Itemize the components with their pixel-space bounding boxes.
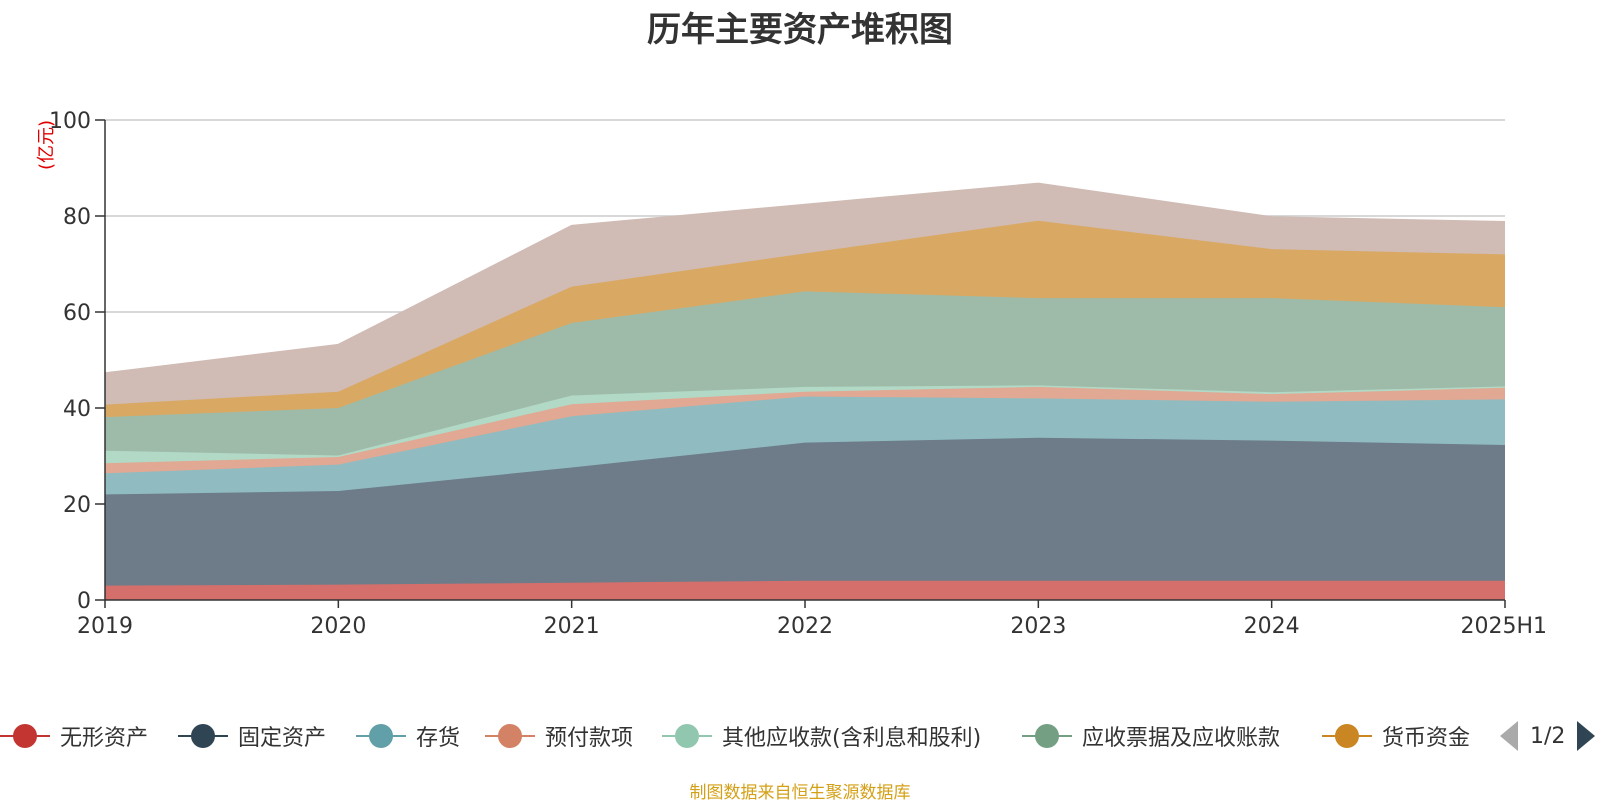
legend-label: 存货 bbox=[416, 726, 461, 751]
y-axis-unit-label: (亿元) bbox=[36, 120, 57, 170]
legend-label: 固定资产 bbox=[238, 726, 327, 751]
legend-marker-icon bbox=[1022, 716, 1072, 756]
legend-pager: 1/2 bbox=[1500, 716, 1596, 756]
legend-page-indicator: 1/2 bbox=[1530, 723, 1566, 749]
legend-item[interactable]: 存货 bbox=[356, 716, 460, 756]
legend-label: 其他应收款(含利息和股利) bbox=[722, 726, 982, 751]
legend-item[interactable]: 无形资产 bbox=[0, 716, 148, 756]
x-tick-label: 2021 bbox=[544, 614, 600, 639]
legend-item[interactable]: 固定资产 bbox=[178, 716, 326, 756]
x-tick-label: 2022 bbox=[777, 614, 833, 639]
legend-item[interactable]: 预付款项 bbox=[485, 716, 633, 756]
y-tick-label: 60 bbox=[63, 301, 91, 326]
area-series-4 bbox=[105, 385, 1505, 464]
x-tick-label: 2023 bbox=[1010, 614, 1066, 639]
legend: 1/2 无形资产 固定资产 存货 预付款项 其他应收款(含利息和股利) 应收票据及应收账款… bbox=[0, 716, 1600, 756]
legend-item[interactable]: 其他应收款(含利息和股利) bbox=[662, 716, 981, 756]
legend-marker-icon bbox=[662, 716, 712, 756]
legend-marker-icon bbox=[356, 716, 406, 756]
chart-title: 历年主要资产堆积图 bbox=[647, 10, 953, 50]
x-tick-label: 2024 bbox=[1244, 614, 1300, 639]
area-series-edge-7 bbox=[104, 182, 1506, 374]
x-tick-label: 2020 bbox=[310, 614, 366, 639]
legend-marker-icon bbox=[178, 716, 228, 756]
legend-marker-icon bbox=[485, 716, 535, 756]
source-note: 制图数据来自恒生聚源数据库 bbox=[689, 783, 911, 803]
area-series-7 bbox=[105, 183, 1505, 405]
legend-label: 货币资金 bbox=[1382, 726, 1471, 751]
y-tick-label: 20 bbox=[63, 493, 91, 518]
legend-prev-page-icon[interactable] bbox=[1500, 721, 1518, 751]
area-series-2 bbox=[105, 396, 1505, 495]
area-series-6 bbox=[105, 220, 1505, 418]
y-tick-label: 100 bbox=[49, 109, 91, 134]
x-tick-label: 2025H1 bbox=[1460, 614, 1547, 639]
legend-marker-icon bbox=[0, 716, 50, 756]
y-tick-label: 40 bbox=[63, 397, 91, 422]
legend-item[interactable]: 应收票据及应收账款 bbox=[1022, 716, 1280, 756]
legend-label: 无形资产 bbox=[60, 726, 149, 751]
x-tick-label: 2019 bbox=[77, 614, 133, 639]
legend-label: 预付款项 bbox=[545, 726, 634, 751]
area-series-5 bbox=[105, 291, 1505, 456]
area-series-0 bbox=[105, 580, 1505, 600]
legend-marker-icon bbox=[1322, 716, 1372, 756]
y-tick-label: 80 bbox=[63, 205, 91, 230]
legend-label: 应收票据及应收账款 bbox=[1082, 726, 1281, 751]
legend-item[interactable]: 货币资金 bbox=[1322, 716, 1470, 756]
legend-next-page-icon[interactable] bbox=[1577, 721, 1596, 751]
y-tick-label: 0 bbox=[77, 589, 91, 614]
area-series-3 bbox=[105, 386, 1505, 474]
area-series-1 bbox=[105, 437, 1505, 586]
